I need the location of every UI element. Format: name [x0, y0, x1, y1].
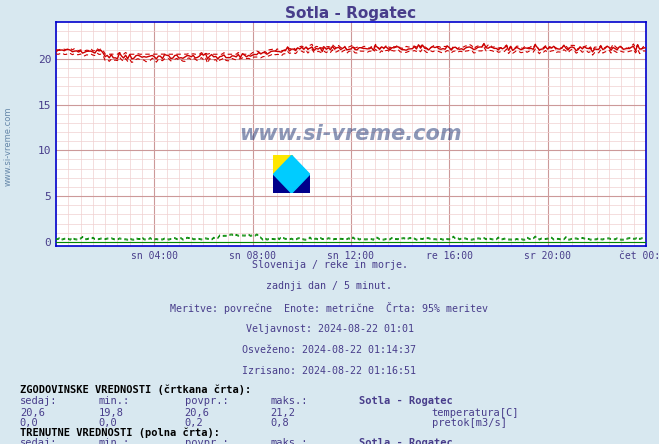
Text: www.si-vreme.com: www.si-vreme.com [3, 107, 13, 186]
Text: maks.:: maks.: [270, 396, 308, 406]
Polygon shape [273, 174, 310, 193]
Text: Veljavnost: 2024-08-22 01:01: Veljavnost: 2024-08-22 01:01 [246, 324, 413, 334]
Text: ZGODOVINSKE VREDNOSTI (črtkana črta):: ZGODOVINSKE VREDNOSTI (črtkana črta): [20, 384, 251, 395]
Text: Sotla - Rogatec: Sotla - Rogatec [359, 396, 453, 406]
Text: min.:: min.: [99, 396, 130, 406]
Text: 20,6: 20,6 [185, 408, 210, 418]
Text: 0,2: 0,2 [185, 418, 203, 428]
Text: Slovenija / reke in morje.: Slovenija / reke in morje. [252, 260, 407, 270]
Text: 0,8: 0,8 [270, 418, 289, 428]
Text: Meritve: povrečne  Enote: metrične  Črta: 95% meritev: Meritve: povrečne Enote: metrične Črta: … [171, 302, 488, 314]
Text: maks.:: maks.: [270, 438, 308, 444]
Text: www.si-vreme.com: www.si-vreme.com [240, 124, 462, 144]
Text: povpr.:: povpr.: [185, 438, 228, 444]
Text: sedaj:: sedaj: [20, 438, 57, 444]
Text: Izrisano: 2024-08-22 01:16:51: Izrisano: 2024-08-22 01:16:51 [243, 366, 416, 377]
Text: 21,2: 21,2 [270, 408, 295, 418]
Text: pretok[m3/s]: pretok[m3/s] [432, 418, 507, 428]
Text: povpr.:: povpr.: [185, 396, 228, 406]
Polygon shape [273, 174, 291, 193]
Text: sedaj:: sedaj: [20, 396, 57, 406]
Text: TRENUTNE VREDNOSTI (polna črta):: TRENUTNE VREDNOSTI (polna črta): [20, 427, 219, 438]
Text: Sotla - Rogatec: Sotla - Rogatec [359, 438, 453, 444]
Text: Osveženo: 2024-08-22 01:14:37: Osveženo: 2024-08-22 01:14:37 [243, 345, 416, 355]
Text: zadnji dan / 5 minut.: zadnji dan / 5 minut. [266, 281, 393, 291]
Text: 19,8: 19,8 [99, 408, 124, 418]
Polygon shape [273, 155, 310, 193]
Text: 0,0: 0,0 [20, 418, 38, 428]
Title: Sotla - Rogatec: Sotla - Rogatec [285, 6, 416, 21]
Text: 0,0: 0,0 [99, 418, 117, 428]
Text: 20,6: 20,6 [20, 408, 45, 418]
Text: temperatura[C]: temperatura[C] [432, 408, 519, 418]
Text: min.:: min.: [99, 438, 130, 444]
Polygon shape [273, 155, 291, 174]
